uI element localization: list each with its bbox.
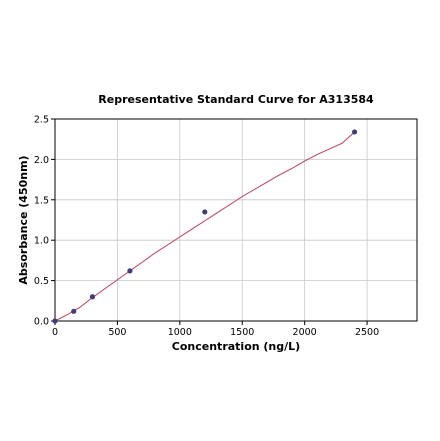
x-tick-label: 2500 [355, 327, 379, 338]
data-point [52, 318, 58, 324]
grid [54, 118, 417, 322]
plot-area-frame [54, 118, 418, 322]
y-tick-label: 0.0 [34, 317, 49, 328]
data-point [127, 268, 133, 274]
y-axis-label: Absorbance (450nm) [17, 155, 30, 284]
y-tick-label: 2.0 [34, 155, 49, 166]
data-point [89, 294, 96, 300]
y-tick-label: 1.0 [34, 236, 49, 247]
fitted-curve-layer [54, 131, 355, 322]
x-axis-label: Concentration (ng/L) [172, 340, 300, 353]
y-tick-label: 0.5 [34, 276, 49, 287]
data-point [202, 209, 208, 215]
x-axis-ticks: 0 500 1000 1500 2000 2500 [52, 321, 379, 338]
y-tick-label: 2.5 [34, 115, 49, 126]
x-tick-label: 1000 [168, 327, 192, 338]
x-tick-label: 2000 [293, 327, 317, 338]
data-points-layer [52, 129, 358, 324]
y-axis-ticks: 0.0 0.5 1.0 1.5 2.0 2.5 [34, 115, 55, 328]
data-point [351, 129, 358, 135]
x-tick-label: 1500 [230, 327, 254, 338]
x-tick-label: 0 [52, 327, 58, 338]
x-tick-label: 500 [108, 327, 126, 338]
fitted-curve-line [54, 131, 355, 322]
data-point [71, 308, 77, 314]
chart-title: Representative Standard Curve for A31358… [98, 93, 374, 106]
y-tick-label: 1.5 [34, 195, 49, 206]
